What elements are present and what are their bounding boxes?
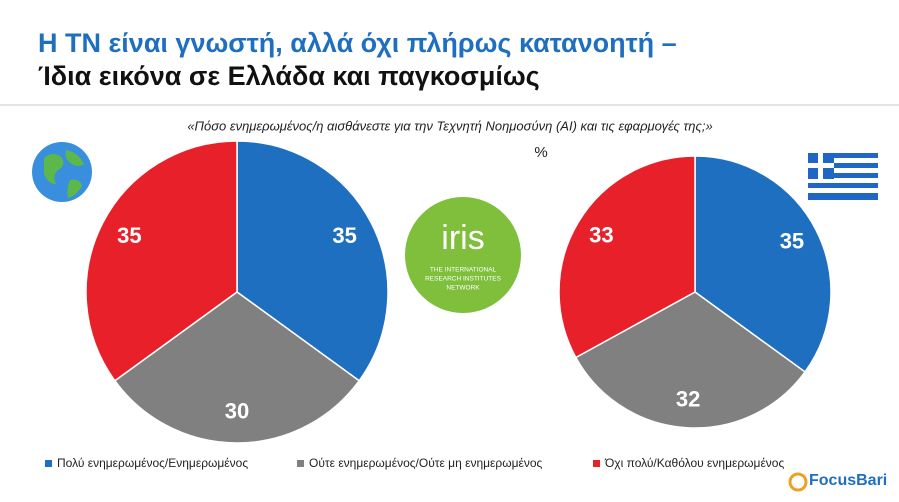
greek-flag — [808, 153, 878, 200]
data-label: 35 — [332, 223, 356, 248]
logo-name: iris — [441, 219, 484, 257]
pie-slice — [113, 291, 361, 444]
unit: % — [534, 144, 547, 161]
brand-logo: FocusBari — [788, 472, 887, 492]
data-label: 32 — [676, 386, 700, 411]
pie-slice — [574, 291, 807, 429]
globe-icon — [32, 142, 92, 202]
data-label: 33 — [589, 222, 613, 247]
data-label: 30 — [225, 399, 249, 424]
legend-label: Πολύ ενημερωμένος/Ενημερωμένος — [57, 456, 248, 470]
legend-label: Ούτε ενημερωμένος/Ούτε μη ενημερωμένος — [309, 456, 543, 470]
question: «Πόσο ενημερωμένος/η αισθάνεστε για την … — [187, 118, 712, 133]
logo-line: THE INTERNATIONAL — [430, 267, 497, 274]
pie-slice — [558, 155, 696, 359]
logo-line: RESEARCH INSTITUTES — [425, 276, 502, 283]
legend-swatch — [297, 460, 304, 467]
iris-logo: iris THE INTERNATIONAL RESEARCH INSTITUT… — [405, 197, 521, 313]
data-label: 35 — [780, 228, 804, 253]
title-line1: Η ΤΝ είναι γνωστή, αλλά όχι πλήρως καταν… — [38, 28, 677, 58]
legend-swatch — [45, 460, 52, 467]
legend-swatch — [593, 460, 600, 467]
pie-slice — [85, 140, 238, 382]
title-line2: Ίδια εικόνα σε Ελλάδα και παγκοσμίως — [38, 61, 540, 91]
logo-line: NETWORK — [446, 285, 480, 292]
pie-slice — [694, 155, 832, 373]
divider — [0, 104, 899, 106]
brand: FocusBari — [809, 472, 887, 489]
data-label: 35 — [117, 223, 141, 248]
legend-label: Όχι πολύ/Καθόλου ενημερωμένος — [604, 456, 784, 470]
pie-slice — [236, 140, 389, 382]
